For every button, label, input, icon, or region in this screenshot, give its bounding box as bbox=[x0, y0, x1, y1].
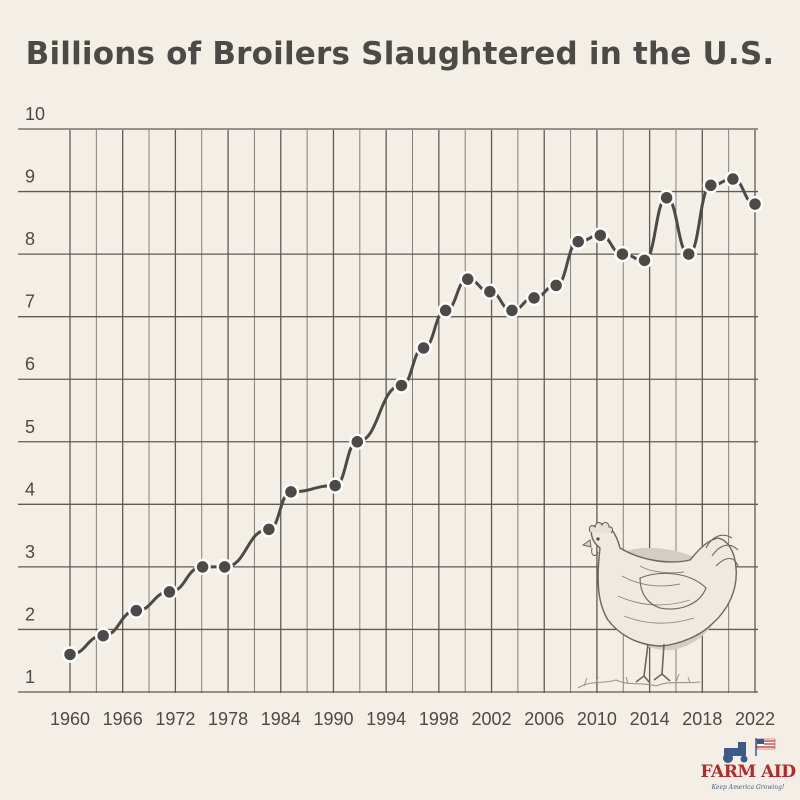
data-point bbox=[680, 245, 697, 263]
y-tick-label: 7 bbox=[25, 292, 35, 312]
data-point bbox=[746, 195, 764, 213]
x-tick-label: 2018 bbox=[682, 709, 722, 729]
data-point bbox=[61, 646, 79, 663]
data-point bbox=[702, 177, 720, 194]
y-tick-label: 6 bbox=[25, 354, 35, 374]
x-tick-label: 1972 bbox=[155, 709, 195, 729]
y-tick-label: 10 bbox=[25, 104, 45, 124]
data-point bbox=[437, 302, 454, 319]
y-tick-label: 5 bbox=[25, 417, 35, 437]
data-point bbox=[481, 283, 499, 300]
data-point bbox=[94, 627, 112, 644]
x-tick-label: 1984 bbox=[261, 709, 301, 729]
x-tick-label: 1978 bbox=[208, 709, 248, 729]
chart-title: Billions of Broilers Slaughtered in the … bbox=[25, 36, 775, 72]
x-tick-label: 1994 bbox=[366, 709, 406, 729]
data-point bbox=[658, 189, 675, 207]
x-tick-label: 1998 bbox=[419, 709, 459, 729]
data-point bbox=[614, 245, 631, 263]
x-tick-label: 2002 bbox=[472, 709, 512, 729]
y-tick-label: 2 bbox=[25, 604, 35, 624]
data-point bbox=[636, 252, 653, 269]
data-point bbox=[415, 339, 432, 357]
farm-aid-logo: FARM AID Keep America Growing! bbox=[700, 736, 796, 796]
data-point bbox=[194, 558, 211, 576]
x-axis-labels: 1960 1966 1972 1978 1984 1990 1994 1998 2002 2006… bbox=[50, 709, 775, 729]
brand-name: FARM AID bbox=[700, 762, 796, 782]
x-tick-label: 1966 bbox=[103, 709, 143, 729]
chicken-illustration bbox=[577, 522, 739, 689]
data-point bbox=[503, 302, 521, 319]
data-point bbox=[592, 227, 609, 244]
x-tick-label: 2006 bbox=[524, 709, 564, 729]
data-point bbox=[547, 277, 565, 294]
data-point bbox=[128, 602, 145, 619]
x-tick-label: 1990 bbox=[313, 709, 353, 729]
data-point bbox=[525, 289, 543, 307]
x-tick-label: 1960 bbox=[50, 709, 90, 729]
data-point bbox=[393, 377, 410, 394]
brand-tagline: Keep America Growing! bbox=[711, 784, 785, 791]
y-tick-label: 3 bbox=[25, 542, 35, 562]
data-point bbox=[326, 477, 344, 494]
data-point bbox=[282, 483, 300, 501]
series-markers bbox=[61, 170, 764, 663]
data-point bbox=[569, 233, 587, 250]
data-point bbox=[349, 433, 366, 451]
data-point bbox=[724, 170, 742, 188]
data-point bbox=[260, 521, 278, 538]
y-tick-label: 4 bbox=[25, 479, 35, 499]
y-tick-label: 9 bbox=[25, 167, 35, 187]
data-point bbox=[459, 270, 476, 288]
y-axis-labels: 1 2 3 4 5 6 7 8 9 10 bbox=[25, 104, 45, 687]
y-tick-label: 1 bbox=[25, 667, 35, 687]
data-point bbox=[161, 583, 178, 601]
x-tick-label: 2022 bbox=[735, 709, 775, 729]
y-tick-label: 8 bbox=[25, 229, 35, 249]
data-point bbox=[216, 558, 233, 576]
tractor-flag-icon bbox=[723, 738, 776, 763]
x-tick-label: 2014 bbox=[630, 709, 670, 729]
x-tick-label: 2010 bbox=[577, 709, 617, 729]
